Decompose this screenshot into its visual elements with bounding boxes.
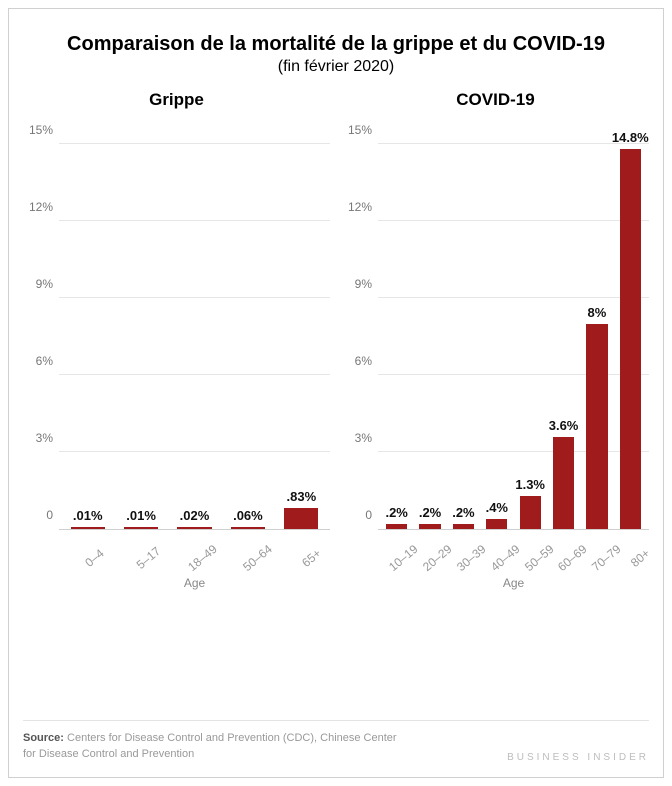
bar: .4% — [486, 519, 507, 529]
bar: .01% — [71, 527, 105, 529]
y-tick-label: 15% — [348, 123, 378, 137]
bar-value-label: 14.8% — [612, 130, 649, 145]
bar-value-label: .02% — [180, 508, 210, 523]
bar: .2% — [419, 524, 440, 529]
y-tick-label: 0 — [365, 508, 378, 522]
bar-slot: 8% — [580, 118, 613, 529]
bar-value-label: 3.6% — [549, 418, 579, 433]
bar-slot: .4% — [480, 118, 513, 529]
y-tick-label: 6% — [355, 354, 378, 368]
panel-grippe: Grippe 0 3% 6% 9% 12% 15% .01% .01% .02% .06% .83%… — [23, 90, 330, 588]
bar: 14.8% — [620, 149, 641, 529]
y-tick-label: 3% — [355, 431, 378, 445]
bar-value-label: .06% — [233, 508, 263, 523]
panel-title: COVID-19 — [342, 90, 649, 110]
panels-row: Grippe 0 3% 6% 9% 12% 15% .01% .01% .02% .06% .83%… — [23, 90, 649, 588]
source-lead: Source: — [23, 732, 64, 744]
source-text: Centers for Disease Control and Preventi… — [23, 732, 397, 760]
brand-mark: BUSINESS INSIDER — [507, 752, 649, 763]
chart-title: Comparaison de la mortalité de la grippe… — [23, 33, 649, 56]
chart-subtitle: (fin février 2020) — [23, 58, 649, 76]
bar-slot: 14.8% — [614, 118, 647, 529]
chart-frame: Comparaison de la mortalité de la grippe… — [8, 8, 664, 778]
bar-slot: 1.3% — [514, 118, 547, 529]
source-block: Source: Centers for Disease Control and … — [23, 731, 411, 763]
x-axis-label: Age — [59, 576, 330, 590]
bar-value-label: 8% — [588, 305, 607, 320]
y-tick-label: 15% — [29, 123, 59, 137]
bar-slot: .2% — [413, 118, 446, 529]
bar: 1.3% — [520, 496, 541, 529]
bar-value-label: .83% — [286, 489, 316, 504]
plot-area: 03%6%9%12%15%.2%.2%.2%.4%1.3%3.6%8%14.8% — [378, 118, 649, 530]
bar-value-label: .4% — [486, 500, 508, 515]
bar-slot: .83% — [275, 118, 328, 529]
bar-value-label: .01% — [126, 508, 156, 523]
bar: .83% — [284, 508, 318, 529]
bar-slot: .06% — [221, 118, 274, 529]
bar-value-label: 1.3% — [515, 477, 545, 492]
bars: .2% .2% .2% .4% 1.3% 3.6% 8% 14.8% — [378, 118, 649, 529]
bar-slot: .2% — [447, 118, 480, 529]
bar-value-label: .2% — [452, 505, 474, 520]
y-tick-label: 12% — [348, 200, 378, 214]
plot-wrap: 03%6%9%12%15%.2%.2%.2%.4%1.3%3.6%8%14.8%… — [378, 118, 649, 588]
bar-value-label: .01% — [73, 508, 103, 523]
bar-slot: 3.6% — [547, 118, 580, 529]
bar: .02% — [177, 527, 211, 529]
y-tick-label: 3% — [36, 431, 59, 445]
bar: 3.6% — [553, 437, 574, 529]
panel-title: Grippe — [23, 90, 330, 110]
plot-area: 03%6%9%12%15%.01%.01%.02%.06%.83% — [59, 118, 330, 530]
x-axis-label: Age — [378, 576, 649, 590]
y-tick-label: 9% — [355, 277, 378, 291]
bar-slot: .02% — [168, 118, 221, 529]
plot-wrap: 03%6%9%12%15%.01%.01%.02%.06%.83% 0–45–1… — [59, 118, 330, 588]
bars: .01% .01% .02% .06% .83% — [59, 118, 330, 529]
bar: 8% — [586, 324, 607, 530]
bar-slot: .01% — [114, 118, 167, 529]
bar: .2% — [386, 524, 407, 529]
y-tick-label: 9% — [36, 277, 59, 291]
bar-value-label: .2% — [419, 505, 441, 520]
y-tick-label: 12% — [29, 200, 59, 214]
bar: .06% — [231, 527, 265, 529]
bar-slot: .2% — [380, 118, 413, 529]
bar: .01% — [124, 527, 158, 529]
bar: .2% — [453, 524, 474, 529]
bar-value-label: .2% — [385, 505, 407, 520]
y-tick-label: 6% — [36, 354, 59, 368]
y-tick-label: 0 — [46, 508, 59, 522]
panel-covid: COVID-19 0 3% 6% 9% 12% 15% .2% .2% .2% .4% 1.3% 3.… — [342, 90, 649, 588]
footer: Source: Centers for Disease Control and … — [23, 720, 649, 763]
bar-slot: .01% — [61, 118, 114, 529]
